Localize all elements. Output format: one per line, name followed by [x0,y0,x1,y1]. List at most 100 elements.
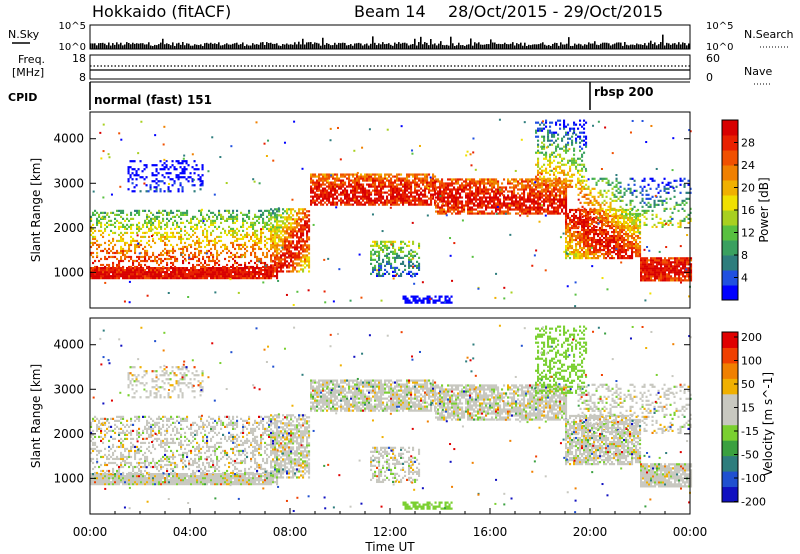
power-cell [455,212,458,215]
power-cell [208,267,211,270]
power-cell [615,210,618,214]
power-cell [469,180,472,183]
power-cell [463,190,466,193]
power-cell [143,164,146,167]
power-cell [300,258,303,261]
power-cell [134,247,137,251]
power-cell [306,222,309,225]
power-cell [186,249,189,253]
power-cell [461,196,464,199]
power-cell [565,228,568,232]
power-cell [284,236,287,239]
power-cell [451,198,454,201]
power-cell [565,250,568,254]
power-cell [511,186,514,189]
power-cell [461,190,464,193]
power-cell [637,234,640,238]
power-cell [314,181,317,184]
power-cell [242,273,245,276]
power-cell [254,277,257,280]
power-cell [161,168,164,171]
power-cell [270,265,273,269]
power-cell [491,182,494,185]
power-cell [154,271,157,274]
power-cell [160,267,163,270]
power-cell [153,164,156,167]
power-cell [621,250,624,254]
power-cell [457,202,460,205]
power-cell [639,244,642,248]
power-cell [122,249,125,253]
power-cell [481,212,484,215]
power-cell [108,239,111,243]
power-cell [521,208,524,211]
power-cell [167,186,170,189]
power-cell [463,188,466,191]
power-cell [501,204,504,207]
power-cell [168,213,171,216]
power-cell [640,257,643,260]
nsky-bar [542,42,544,49]
power-cell [348,199,351,202]
power-cell [422,203,425,206]
power-cell [467,198,470,201]
power-cell [316,203,319,206]
power-cell [646,275,649,278]
power-cell [270,214,273,217]
power-cell [439,206,442,209]
power-cell [200,209,203,212]
nsky-bar [420,36,422,49]
power-cell [372,177,375,180]
power-cell [555,188,558,191]
power-cell [222,275,225,278]
power-cell [579,240,582,244]
power-cell [527,182,530,185]
nsky-bar [588,42,590,49]
power-cell [587,232,590,236]
power-cell [597,250,600,254]
power-cell [199,188,202,191]
power-cell [185,160,188,163]
power-cell [650,257,653,260]
power-cell [344,175,347,178]
power-cell [246,235,249,239]
power-cell [266,265,269,269]
power-cell [428,203,431,206]
power-cell [166,221,169,225]
power-cell [120,267,123,270]
power-cell [300,248,303,251]
nsky-bar [426,42,428,49]
power-cell [465,204,468,207]
power-cell [196,227,199,231]
power-cell [290,254,293,257]
power-cell [394,175,397,178]
power-cell [290,246,293,249]
power-cell [134,265,137,269]
power-cell [130,255,133,259]
power-cell [561,204,564,207]
power-cell [136,275,139,278]
power-cell [406,179,409,182]
power-cell [224,247,227,251]
power-cell [165,164,168,167]
power-cell [240,211,243,214]
power-cell [605,224,608,228]
power-cell [356,199,359,202]
power-cell [619,232,622,236]
power-cell [567,212,570,216]
power-cell [439,180,442,183]
power-cell [230,233,233,237]
power-cell [493,190,496,193]
power-cell [445,202,448,205]
power-cell [529,192,532,195]
nsky-bar [128,42,130,49]
power-cell [130,235,133,239]
power-cell [511,194,514,197]
power-cell [611,214,614,218]
power-cell [260,237,263,241]
nsky-bar [238,44,240,49]
power-cell [352,175,355,178]
power-cell [112,269,115,272]
power-cell [652,263,655,266]
power-cell [495,196,498,199]
